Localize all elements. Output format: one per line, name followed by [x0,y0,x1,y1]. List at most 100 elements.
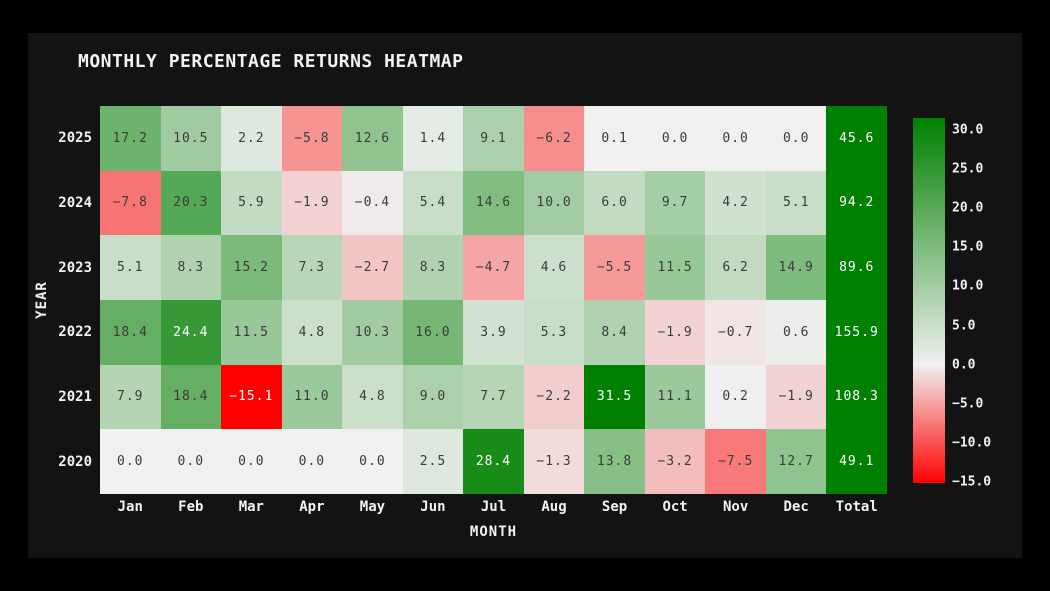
x-axis-label: MONTH [469,524,518,540]
heatmap-cell-2024-Jan: −7.8 [100,170,161,236]
heatmap-cell-2025-Sep: 0.1 [584,106,645,171]
heatmap-cell-2020-Apr: 0.0 [281,429,343,494]
heatmap-grid: 17.2 10.5 2.2 −5.8 12.6 1.4 9.1 −6.2 0.1 0.0 0.0 0.… [100,106,887,494]
heatmap-cell-2020-Jun: 2.5 [402,429,464,494]
heatmap-cell-2021-Mar: −15.1 [221,364,282,430]
heatmap-cell-2020-Total: 49.1 [826,429,887,494]
heatmap-cell-2025-Total: 45.6 [826,106,887,171]
heatmap-cell-2022-Aug: 5.3 [523,299,585,365]
y-tick-2021: 2021 [58,388,92,405]
colorbar-tick-20: 20.0 [952,200,984,216]
x-tick-Nov: Nov [723,499,749,515]
heatmap-cell-2024-Dec: 5.1 [765,170,827,236]
heatmap-cell-2022-Jun: 16.0 [402,299,464,365]
heatmap-cell-2021-Total: 108.3 [826,364,887,430]
heatmap-cell-2023-Sep: −5.5 [584,235,645,300]
heatmap-cell-2020-Feb: 0.0 [160,429,222,494]
heatmap-cell-2025-Oct: 0.0 [644,106,706,171]
heatmap-cell-2022-Jan: 18.4 [100,299,161,365]
heatmap-cell-2022-Apr: 4.8 [281,299,343,365]
colorbar-tick-5: 5.0 [952,318,976,334]
x-tick-Jan: Jan [117,499,143,515]
x-tick-Apr: Apr [299,499,325,515]
heatmap-cell-2023-Total: 89.6 [826,235,887,300]
heatmap-cell-2023-Feb: 8.3 [160,235,222,300]
heatmap-cell-2021-Jul: 7.7 [463,364,524,430]
heatmap-cell-2021-Sep: 31.5 [584,364,645,430]
heatmap-cell-2024-Jul: 14.6 [463,170,524,236]
heatmap-cell-2021-May: 4.8 [342,364,403,430]
heatmap-cell-2023-May: −2.7 [342,235,403,300]
heatmap-cell-2023-Oct: 11.5 [644,235,706,300]
y-axis-ticks: 2025 2024 2023 2022 2021 2020 [28,106,92,494]
colorbar-tick-10: 10.0 [952,278,984,294]
heatmap-cell-2025-Mar: 2.2 [221,106,282,171]
chart-title: MONTHLY PERCENTAGE RETURNS HEATMAP [78,51,464,72]
heatmap-cell-2025-Dec: 0.0 [765,106,827,171]
heatmap-cell-2020-Oct: −3.2 [644,429,706,494]
y-tick-2022: 2022 [58,324,92,341]
heatmap-cell-2025-Aug: −6.2 [523,106,585,171]
heatmap-cell-2021-Apr: 11.0 [281,364,343,430]
heatmap-cell-2020-May: 0.0 [342,429,403,494]
heatmap-cell-2024-Sep: 6.0 [584,170,645,236]
heatmap-cell-2020-Nov: −7.5 [705,429,766,494]
heatmap-cell-2025-Feb: 10.5 [160,106,222,171]
colorbar-tick-15: 15.0 [952,239,984,255]
heatmap-cell-2022-Dec: 0.6 [765,299,827,365]
heatmap-cell-2025-Jul: 9.1 [463,106,524,171]
x-tick-Jul: Jul [480,499,507,515]
heatmap-cell-2022-Jul: 3.9 [463,299,524,365]
heatmap-cell-2024-Jun: 5.4 [402,170,464,236]
heatmap-cell-2020-Jul: 28.4 [463,429,524,494]
figure-area: MONTHLY PERCENTAGE RETURNS HEATMAP YEAR … [28,33,1022,558]
heatmap-cell-2024-Mar: 5.9 [221,170,282,236]
colorbar-tick-30: 30.0 [952,122,984,138]
colorbar-tick--10: −10.0 [952,435,992,451]
heatmap-cell-2020-Sep: 13.8 [584,429,645,494]
y-tick-2025: 2025 [58,130,92,147]
heatmap-cell-2025-Jun: 1.4 [402,106,464,171]
heatmap-cell-2020-Dec: 12.7 [765,429,827,494]
heatmap-cell-2025-Nov: 0.0 [705,106,766,171]
colorbar-tick--5: −5.0 [952,396,984,412]
heatmap-cell-2022-Nov: −0.7 [705,299,766,365]
heatmap-cell-2022-Mar: 11.5 [221,299,282,365]
heatmap-cell-2023-Apr: 7.3 [281,235,343,300]
heatmap-cell-2021-Oct: 11.1 [644,364,706,430]
heatmap-cell-2021-Aug: −2.2 [523,364,585,430]
heatmap-cell-2023-Jan: 5.1 [100,235,161,300]
heatmap-cell-2024-Oct: 9.7 [644,170,706,236]
heatmap-cell-2022-Total: 155.9 [826,299,887,365]
heatmap-cell-2022-Feb: 24.4 [160,299,222,365]
heatmap-cell-2025-Jan: 17.2 [100,106,161,171]
heatmap-cell-2024-Nov: 4.2 [705,170,766,236]
heatmap-cell-2024-Aug: 10.0 [523,170,585,236]
heatmap-cell-2021-Dec: −1.9 [765,364,827,430]
heatmap-cell-2025-Apr: −5.8 [281,106,343,171]
colorbar-tick-25: 25.0 [952,161,984,177]
x-tick-May: May [359,499,386,515]
x-tick-Sep: Sep [601,499,628,515]
heatmap-cell-2021-Feb: 18.4 [160,364,222,430]
y-tick-2023: 2023 [58,259,92,276]
x-tick-Oct: Oct [662,499,688,515]
x-tick-Dec: Dec [783,499,809,515]
heatmap-cell-2025-May: 12.6 [342,106,403,171]
heatmap-cell-2023-Mar: 15.2 [221,235,282,300]
heatmap-cell-2024-Total: 94.2 [826,170,887,236]
colorbar-tick-0: 0.0 [952,357,976,373]
heatmap-cell-2024-May: −0.4 [342,170,403,236]
heatmap-cell-2021-Jun: 9.0 [402,364,464,430]
heatmap-cell-2024-Apr: −1.9 [281,170,343,236]
y-tick-2024: 2024 [58,194,92,211]
heatmap-cell-2020-Aug: −1.3 [523,429,585,494]
x-tick-Feb: Feb [178,499,204,515]
heatmap-cell-2022-Sep: 8.4 [584,299,645,365]
x-tick-Mar: Mar [238,499,264,515]
heatmap-cell-2024-Feb: 20.3 [160,170,222,236]
colorbar [913,118,945,483]
heatmap-cell-2020-Mar: 0.0 [221,429,282,494]
x-tick-Jun: Jun [420,499,446,515]
